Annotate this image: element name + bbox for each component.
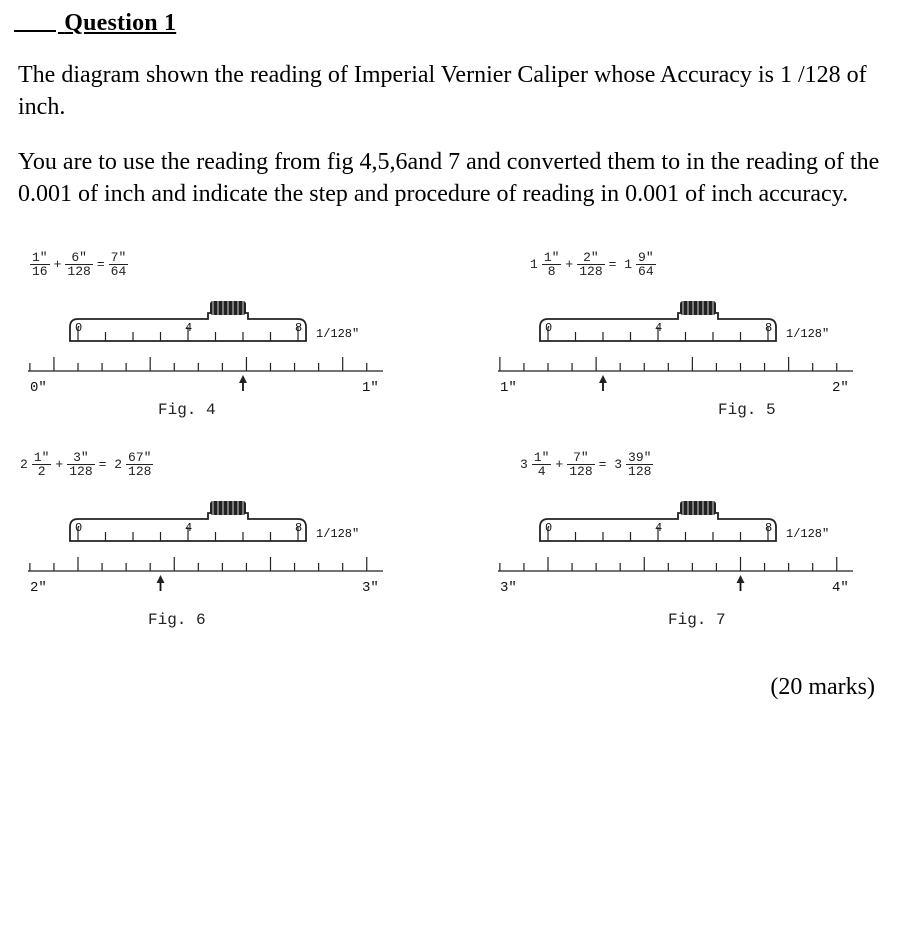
- fig6-vernier: 2" 3" 0 4 8 1/128": [18, 479, 388, 599]
- fig5-caption: Fig. 5: [718, 401, 776, 419]
- svg-text:0": 0": [30, 380, 47, 396]
- question-heading-text: Question 1: [64, 10, 176, 36]
- fig4-vernier: 0" 1" 0 4 8 1/128": [18, 279, 388, 399]
- svg-text:0: 0: [75, 521, 82, 535]
- svg-text:8: 8: [295, 521, 302, 535]
- heading-underline-lead: [14, 30, 56, 32]
- fig7-formula: 31"4+7"128= 339"128: [518, 451, 655, 478]
- svg-text:4: 4: [185, 321, 192, 335]
- svg-text:8: 8: [765, 321, 772, 335]
- marks-label: (20 marks): [18, 674, 883, 701]
- page: Question 1 The diagram shown the reading…: [0, 0, 901, 721]
- paragraph-2: You are to use the reading from fig 4,5,…: [18, 146, 883, 211]
- svg-text:1/128": 1/128": [786, 527, 829, 541]
- fig5-vernier: 1" 2" 0 4 8 1/128": [488, 279, 858, 399]
- svg-text:1": 1": [362, 380, 379, 396]
- svg-text:4": 4": [832, 580, 849, 596]
- svg-text:0: 0: [545, 521, 552, 535]
- svg-text:4: 4: [185, 521, 192, 535]
- svg-text:1/128": 1/128": [786, 327, 829, 341]
- svg-text:3": 3": [362, 580, 379, 596]
- svg-text:8: 8: [295, 321, 302, 335]
- svg-text:3": 3": [500, 580, 517, 596]
- svg-text:0: 0: [545, 321, 552, 335]
- fig6-caption: Fig. 6: [148, 611, 206, 629]
- svg-text:1/128": 1/128": [316, 527, 359, 541]
- svg-text:2": 2": [30, 580, 47, 596]
- fig6-formula: 21"2+3"128= 267"128: [18, 451, 155, 478]
- figures-panel: 1"16+6"128=7"64 0" 1" 0 4 8 1/128" Fig. 4 11"8+2…: [18, 251, 883, 646]
- fig5-formula: 11"8+2"128= 19"64: [528, 251, 658, 278]
- paragraph-1: The diagram shown the reading of Imperia…: [18, 59, 883, 124]
- question-heading: Question 1: [58, 10, 883, 37]
- svg-text:1": 1": [500, 380, 517, 396]
- fig4-caption: Fig. 4: [158, 401, 216, 419]
- fig7-vernier: 3" 4" 0 4 8 1/128": [488, 479, 858, 599]
- svg-text:4: 4: [655, 321, 662, 335]
- svg-text:1/128": 1/128": [316, 327, 359, 341]
- svg-text:2": 2": [832, 380, 849, 396]
- svg-text:0: 0: [75, 321, 82, 335]
- svg-text:8: 8: [765, 521, 772, 535]
- fig7-caption: Fig. 7: [668, 611, 726, 629]
- fig4-formula: 1"16+6"128=7"64: [28, 251, 130, 278]
- svg-text:4: 4: [655, 521, 662, 535]
